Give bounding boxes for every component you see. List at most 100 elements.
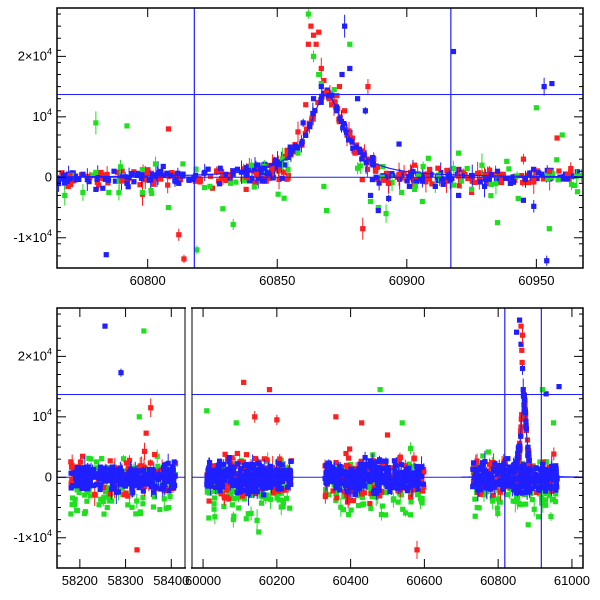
point-green (267, 496, 274, 502)
point-blue (398, 462, 405, 468)
point-blue-outlier (556, 384, 562, 390)
point-red (519, 172, 525, 179)
point-green (361, 501, 367, 507)
point-blue (250, 461, 256, 468)
point-blue (90, 468, 96, 475)
point-blue (246, 462, 252, 469)
point-red (334, 495, 340, 501)
point-red (525, 179, 532, 186)
point-green (479, 162, 485, 168)
point-blue (549, 463, 555, 469)
point-blue (256, 477, 262, 483)
point-red (165, 182, 171, 188)
point-blue (218, 475, 224, 481)
point-red-event (366, 159, 372, 165)
point-green (139, 166, 145, 173)
point-blue (360, 466, 366, 472)
point-red (295, 129, 301, 135)
point-blue (529, 477, 535, 483)
point-red (92, 491, 98, 498)
point-blue (326, 478, 332, 485)
point-blue (529, 474, 535, 480)
point-blue-event (318, 99, 324, 105)
point-blue (64, 178, 70, 185)
point-blue (532, 471, 538, 477)
point-red (99, 172, 105, 178)
point-blue (91, 483, 97, 489)
point-green (359, 494, 365, 501)
point-blue (507, 478, 513, 484)
point-blue (251, 488, 257, 494)
point-blue-event (350, 145, 356, 151)
point-green (86, 455, 92, 461)
point-blue (498, 468, 505, 474)
point-blue (476, 466, 482, 472)
point-blue (94, 176, 100, 183)
point-blue (323, 462, 329, 468)
point-red-outlier (148, 405, 154, 411)
point-blue (419, 172, 425, 178)
y-tick-label-2-mantissa: 10 (33, 409, 47, 424)
point-blue (440, 181, 446, 187)
point-blue (370, 473, 376, 479)
point-red (347, 132, 353, 138)
point-blue (450, 48, 457, 55)
point-green (450, 165, 456, 172)
point-red-outlier (134, 547, 140, 553)
point-blue (322, 475, 328, 482)
point-green (535, 514, 542, 520)
point-red (104, 171, 110, 177)
point-green (425, 155, 431, 161)
point-green (231, 496, 237, 502)
point-blue-event (510, 462, 517, 469)
point-green (254, 517, 260, 524)
point-blue (393, 484, 400, 490)
point-blue (70, 483, 76, 489)
point-blue (229, 473, 235, 479)
point-green-outlier (233, 420, 239, 426)
point-blue (140, 473, 146, 479)
point-blue (160, 163, 166, 170)
point-blue (408, 476, 415, 482)
point-blue (477, 480, 483, 486)
point-red (323, 90, 330, 96)
point-green (295, 150, 301, 156)
point-blue (214, 472, 220, 478)
point-blue (391, 458, 398, 464)
point-blue (375, 459, 381, 465)
point-green (497, 499, 503, 505)
point-green (275, 191, 281, 197)
point-blue (134, 172, 140, 179)
point-blue (405, 485, 411, 491)
point-green (194, 247, 200, 253)
point-blue (395, 470, 402, 476)
point-green (106, 189, 112, 196)
point-blue (259, 178, 265, 184)
point-blue-event (244, 165, 250, 171)
point-blue (164, 170, 170, 176)
point-blue (404, 488, 410, 494)
point-blue (231, 464, 237, 470)
point-blue (77, 468, 83, 474)
point-blue-outlier (519, 365, 526, 372)
point-blue (400, 484, 407, 491)
point-green (167, 493, 173, 499)
point-green (408, 490, 414, 497)
point-green (494, 220, 501, 226)
point-red (334, 93, 340, 99)
point-red (485, 172, 491, 178)
point-blue (100, 185, 106, 191)
point-green (559, 132, 565, 138)
point-red (209, 463, 215, 469)
point-red (181, 256, 187, 262)
point-blue (223, 171, 229, 177)
point-blue (542, 488, 549, 494)
point-red-outlier (519, 347, 525, 353)
point-green (383, 210, 389, 217)
point-green (323, 207, 330, 214)
point-red (207, 173, 214, 179)
point-green (231, 513, 237, 519)
point-red (237, 459, 244, 465)
point-green (80, 189, 86, 196)
